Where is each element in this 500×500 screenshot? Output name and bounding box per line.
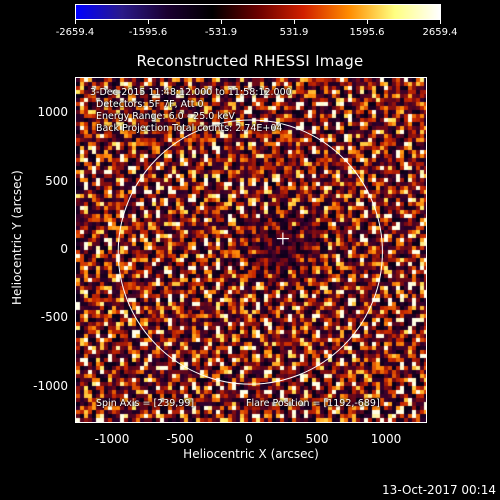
colorbar-label: -1595.6 [128,27,168,38]
y-tick-label: 0 [60,242,68,256]
x-axis-label: Heliocentric X (arcsec) [183,447,319,461]
rhessi-image-canvas [76,78,426,422]
colorbar-label: -531.9 [204,27,238,38]
colorbar-tick [440,20,441,24]
colorbar-tick [221,20,222,24]
image-plot[interactable]: 3-Dec-2015 11:48:12.000 to 11:58:12.000 … [75,77,427,423]
x-tick-label: 1000 [370,432,402,446]
y-tick-label: -1000 [33,379,68,393]
time-range-annotation: 3-Dec-2015 11:48:12.000 to 11:58:12.000 [90,87,292,98]
spin-axis-annotation: Spin Axis = [239,99] [96,398,195,409]
x-tick-label: 500 [305,432,329,446]
colorbar-label: 2659.4 [422,27,458,38]
x-tick-label: 0 [245,432,253,446]
colorbar-tick [75,20,76,24]
solar-limb-circle [117,119,383,385]
colorbar-label: 531.9 [279,27,309,38]
colorbar-label: 1595.6 [349,27,385,38]
flare-position-annotation: Flare Position = [1192,-689] [246,398,380,409]
plot-overlay [117,119,383,385]
colorbar-tick [294,20,295,24]
detectors-annotation: Detectors: 5F 7F, Att 0 [96,99,204,110]
colorbar-tick [148,20,149,24]
y-axis-label: Heliocentric Y (arcsec) [10,170,24,305]
energy-range-annotation: Energy Range: 6.0 - 25.0 keV [96,111,235,122]
colorbar-label: -2659.4 [55,27,95,38]
y-tick-label: 1000 [37,105,68,119]
plot-timestamp: 13-Oct-2017 00:14 [382,483,496,497]
colorbar [75,4,441,20]
x-tick-label: -1000 [94,432,130,446]
y-tick-label: 500 [45,174,68,188]
projection-annotation: Back Projection Total counts: 2.74E+04 [96,123,283,134]
spin-axis-marker [276,232,289,245]
x-tick-label: -500 [166,432,194,446]
colorbar-tick [367,20,368,24]
y-tick-label: -500 [40,310,68,324]
plot-title: Reconstructed RHESSI Image [136,52,364,70]
